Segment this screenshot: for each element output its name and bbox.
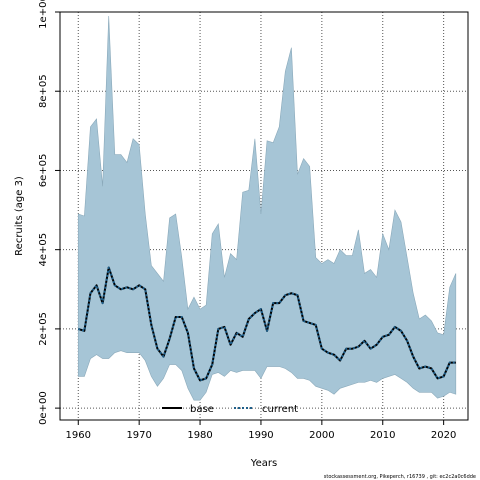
series-line-current [77, 266, 456, 382]
y-tick-label: 2e+05 [38, 312, 49, 346]
x-tick-label: 1960 [66, 430, 91, 441]
x-tick-label: 1970 [126, 430, 151, 441]
legend-base-label: base [190, 404, 214, 415]
plot-frame [59, 11, 469, 421]
plot-border [59, 11, 469, 421]
x-tick-label: 2010 [370, 430, 395, 441]
y-axis-title: Recruits (age 3) [14, 176, 25, 256]
x-tick-label: 1990 [248, 430, 273, 441]
confidence-band-area [77, 15, 457, 401]
series-lines [77, 266, 456, 382]
x-tick-label: 1980 [187, 430, 212, 441]
y-tick-label: 0e+00 [38, 391, 49, 425]
y-axis: 0e+00 2e+05 4e+05 6e+05 8e+05 1e+06 [38, 0, 60, 425]
legend-current-label: current [262, 404, 298, 415]
x-tick-label: 2020 [431, 430, 456, 441]
y-tick-label: 4e+05 [38, 233, 49, 267]
y-tick-label: 6e+05 [38, 154, 49, 188]
x-axis-title: Years [250, 458, 277, 469]
y-tick-label: 1e+06 [38, 0, 49, 29]
x-axis: 1960 1970 1980 1990 2000 2010 2020 [66, 420, 456, 441]
legend: base current [162, 404, 298, 415]
x-tick-label: 2000 [309, 430, 334, 441]
confidence-band [77, 15, 457, 401]
footer-credit: stockassessment.org, Pikeperch, r16739 ,… [324, 474, 476, 480]
y-tick-label: 8e+05 [38, 74, 49, 108]
